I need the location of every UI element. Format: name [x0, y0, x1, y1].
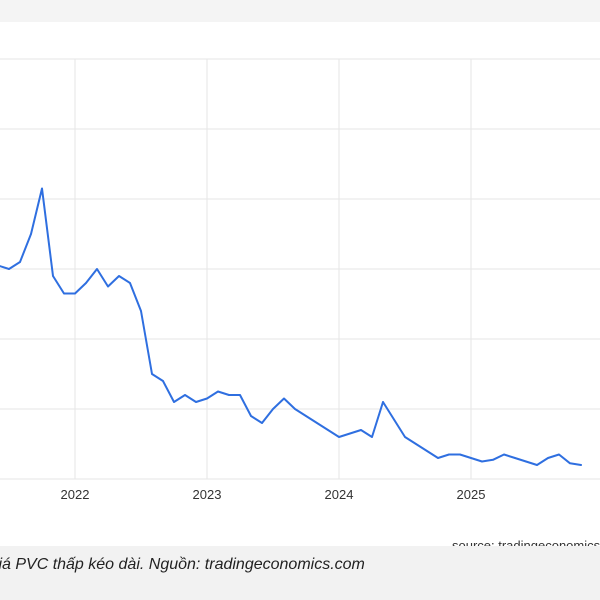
data-point — [514, 457, 516, 459]
grid — [0, 58, 600, 480]
data-point — [63, 292, 65, 295]
x-axis: 2022 2023 2024 2025 — [61, 487, 486, 502]
data-point — [481, 460, 483, 463]
data-point — [151, 373, 153, 375]
data-point — [503, 453, 505, 456]
data-point — [173, 401, 175, 403]
series — [0, 187, 582, 466]
caption: Giá PVC thấp kéo dài. Nguồn: tradingecon… — [0, 556, 365, 573]
data-point — [184, 394, 186, 396]
data-point — [19, 261, 21, 263]
top-strip — [0, 0, 600, 22]
data-point — [228, 394, 230, 396]
data-point — [41, 187, 43, 190]
data-point — [272, 408, 274, 410]
data-point — [338, 436, 340, 438]
data-point — [349, 432, 351, 435]
data-point — [525, 460, 527, 463]
data-point — [371, 436, 373, 438]
data-point — [470, 457, 472, 459]
data-point — [547, 457, 549, 459]
series-line — [0, 187, 582, 466]
data-point — [327, 429, 329, 431]
data-point — [294, 408, 296, 410]
data-point — [8, 268, 10, 270]
data-point — [492, 459, 494, 461]
x-tick-label: 2022 — [61, 487, 90, 502]
data-point — [580, 464, 582, 466]
data-point — [129, 282, 131, 284]
data-point — [74, 292, 76, 295]
data-point — [217, 390, 219, 393]
data-point — [437, 457, 439, 459]
data-point — [448, 453, 450, 456]
data-point — [382, 401, 384, 403]
data-point — [85, 282, 87, 284]
data-point — [96, 268, 98, 270]
data-point — [426, 450, 428, 452]
x-tick-label: 2023 — [193, 487, 222, 502]
data-point — [305, 415, 307, 417]
data-point — [52, 275, 54, 277]
data-point — [118, 275, 120, 277]
data-point — [261, 422, 263, 424]
data-point — [162, 380, 164, 382]
data-point — [404, 436, 406, 438]
data-point — [30, 233, 32, 235]
data-point — [250, 415, 252, 417]
data-point — [316, 422, 318, 424]
caption-bar: Giá PVC thấp kéo dài. Nguồn: tradingecon… — [0, 546, 600, 600]
data-point — [283, 397, 285, 400]
data-point — [360, 429, 362, 431]
data-point — [459, 453, 461, 456]
data-point — [558, 453, 560, 456]
data-point — [140, 310, 142, 312]
data-point — [206, 397, 208, 400]
x-tick-label: 2025 — [457, 487, 486, 502]
data-point — [569, 462, 571, 465]
data-point — [195, 401, 197, 403]
data-point — [239, 394, 241, 396]
data-point — [415, 443, 417, 445]
x-tick-label: 2024 — [325, 487, 354, 502]
data-point — [393, 418, 395, 421]
line-chart: 2022 2023 2024 2025 — [0, 58, 600, 502]
data-point — [536, 464, 538, 466]
data-point — [107, 285, 109, 288]
